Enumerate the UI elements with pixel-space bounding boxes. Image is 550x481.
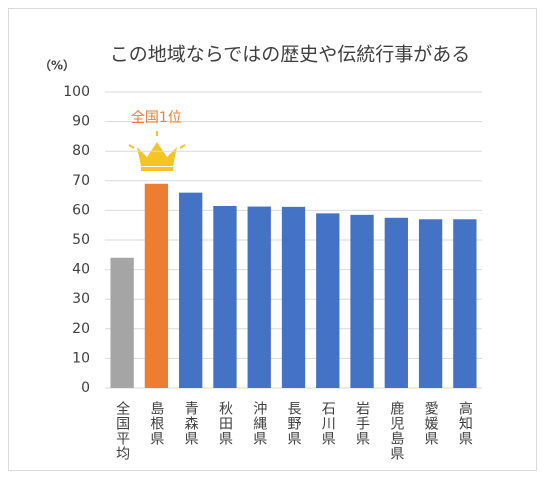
y-tick-label: 60 [72,202,90,218]
bar [418,219,443,388]
x-tick-label: 長野県 [286,401,302,446]
y-tick-label: 50 [72,232,90,248]
y-tick-label: 30 [72,291,90,307]
bar [110,257,134,388]
bar [316,213,340,388]
y-tick-label: 90 [72,114,90,130]
y-tick-label: 20 [72,321,90,337]
bar [144,183,169,388]
x-tick-label: 石川県 [320,401,336,446]
x-tick-label: 全国平均 [114,400,130,461]
y-tick-label: 40 [72,262,90,278]
crown [128,131,186,171]
bar [350,214,374,388]
annotation: 全国1位 [131,109,182,126]
x-tick-label: 沖縄県 [251,401,267,446]
y-tick-label: 100 [63,84,90,100]
x-tick-label: 島根県 [148,401,164,446]
y-tick-label: 0 [81,380,90,396]
x-tick-label: 鹿児島県 [388,400,404,461]
x-tick-label: 愛媛県 [423,401,439,446]
y-tick-label: 70 [72,173,90,189]
y-axis-label: （%） [39,58,75,73]
bar [384,217,408,388]
x-tick-label: 青森県 [183,401,199,446]
bar [281,206,306,388]
bar [453,219,477,388]
x-tick-label: 岩手県 [354,401,370,446]
chart-title: この地域ならではの歴史や伝統行事がある [110,44,470,66]
bar [213,205,237,388]
y-tick-label: 10 [72,350,90,366]
bar [179,192,203,388]
y-tick-label: 80 [72,143,90,159]
x-tick-label: 高知県 [457,400,473,446]
bar [247,206,271,388]
x-tick-label: 秋田県 [217,401,233,446]
